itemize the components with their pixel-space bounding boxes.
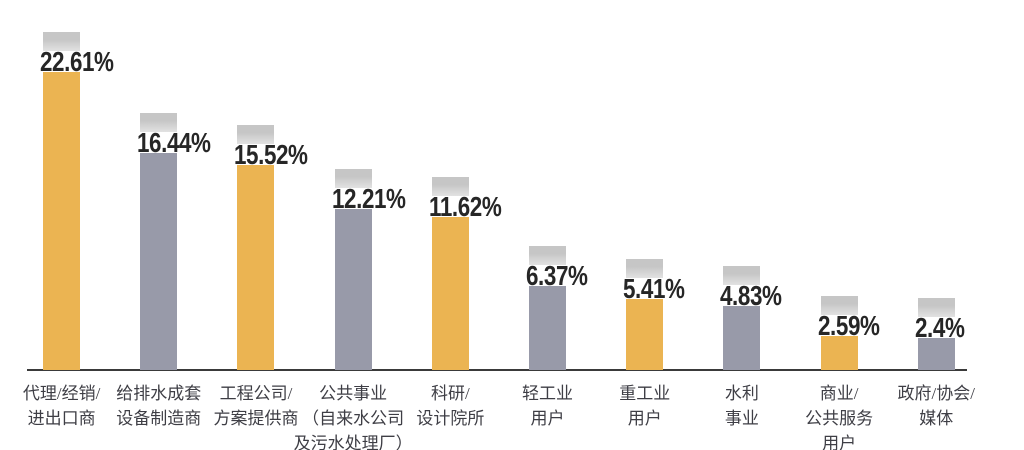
category-label-line: 用户 bbox=[530, 409, 565, 428]
bar-column: 5.41% bbox=[596, 0, 693, 370]
bar-value-label: 4.83% bbox=[720, 280, 782, 311]
bar-cap bbox=[820, 296, 858, 315]
category-label: 给排水成套设备制造商 bbox=[110, 381, 207, 450]
bar bbox=[237, 165, 275, 370]
bar-value-label: 6.37% bbox=[525, 260, 588, 291]
bar-cap bbox=[431, 177, 469, 196]
bar-column: 11.62% bbox=[402, 0, 502, 370]
category-label-line: 及污水处理厂） bbox=[293, 434, 413, 450]
bar-value-slot: 11.62% bbox=[402, 191, 502, 222]
bar-column: 4.83% bbox=[693, 0, 790, 370]
bar-value-slot: 5.41% bbox=[596, 273, 693, 304]
bar-column: 12.21% bbox=[305, 0, 406, 370]
category-label: 代理/经销/进出口商 bbox=[13, 381, 110, 450]
category-label-line: 用户 bbox=[822, 434, 857, 450]
bar-column: 15.52% bbox=[207, 0, 308, 370]
bar bbox=[626, 299, 664, 370]
bar-value-slot: 6.37% bbox=[499, 260, 596, 291]
bar-value-slot: 12.21% bbox=[305, 185, 406, 213]
category-label: 重工业 用户 bbox=[596, 381, 693, 450]
category-label-line: 公共服务 bbox=[805, 409, 874, 428]
bar-cap bbox=[237, 125, 275, 144]
x-axis-line bbox=[27, 369, 967, 371]
category-label-line: 媒体 bbox=[919, 409, 954, 428]
category-axis-labels: 代理/经销/进出口商 给排水成套 设备制造商 工程公司/方案提供商 公共事业 （自来水公司… bbox=[13, 381, 985, 450]
bar-value-slot: 2.4% bbox=[888, 312, 985, 343]
category-label: 工程公司/方案提供商 bbox=[207, 381, 304, 450]
category-label-line: 事业 bbox=[724, 409, 759, 428]
bar-value-slot: 4.83% bbox=[693, 280, 790, 311]
bar-value-slot: 16.44% bbox=[110, 129, 211, 157]
bar bbox=[917, 338, 955, 370]
category-label-line: 重工业 bbox=[619, 384, 671, 403]
category-label-line: 水利 bbox=[724, 384, 759, 403]
bar-cap bbox=[626, 259, 664, 278]
bar bbox=[334, 209, 372, 370]
bar-column: 22.61% bbox=[13, 0, 114, 370]
category-label: 政府/协会/媒体 bbox=[888, 381, 985, 450]
category-label-line: 政府/协会/ bbox=[897, 384, 975, 403]
bar-cap bbox=[43, 32, 81, 51]
bar bbox=[723, 306, 761, 370]
bar-cap bbox=[334, 169, 372, 188]
bar-cap bbox=[529, 246, 567, 265]
bar-chart: 22.61% 16.44% 15.52% 12.21% 11.62% 6.37% 5.41%… bbox=[13, 0, 985, 370]
bar-value-label: 11.62% bbox=[428, 191, 502, 222]
bar-value-slot: 15.52% bbox=[207, 141, 308, 169]
category-label-line: 设备制造商 bbox=[116, 409, 202, 428]
category-label-line: 商业/ bbox=[819, 384, 859, 403]
bar-value-label: 15.52% bbox=[234, 139, 308, 170]
category-label-line: 工程公司/ bbox=[219, 384, 293, 403]
bar-value-label: 2.59% bbox=[817, 310, 880, 341]
category-label: 轻工业 用户 bbox=[499, 381, 596, 450]
category-label: 科研/设计院所 bbox=[402, 381, 499, 450]
category-label: 水利 事业 bbox=[693, 381, 790, 450]
category-label-line: 科研/ bbox=[430, 384, 470, 403]
bar bbox=[529, 286, 567, 370]
bar-value-label: 12.21% bbox=[331, 183, 406, 214]
bar-column: 2.4% bbox=[888, 0, 985, 370]
bar-column: 6.37% bbox=[499, 0, 596, 370]
bar bbox=[820, 336, 858, 370]
bar bbox=[140, 153, 178, 370]
bar-value-label: 2.4% bbox=[914, 312, 965, 343]
bar-cap bbox=[917, 298, 955, 317]
category-label: 公共事业 （自来水公司 及污水处理厂） bbox=[294, 381, 413, 450]
bar-cap bbox=[723, 266, 761, 285]
category-label-line: 轻工业 bbox=[522, 384, 574, 403]
bar-value-label: 22.61% bbox=[40, 46, 114, 77]
bar-value-slot: 2.59% bbox=[791, 310, 888, 341]
bar-column: 16.44% bbox=[110, 0, 211, 370]
bar bbox=[431, 217, 469, 370]
category-label-line: 代理/经销/ bbox=[22, 384, 101, 403]
category-label: 商业/公共服务用户 bbox=[791, 381, 888, 450]
bar-value-label: 5.41% bbox=[623, 273, 685, 304]
category-label-line: 给排水成套 bbox=[116, 384, 202, 403]
category-label-line: 公共事业 bbox=[319, 384, 388, 403]
category-label-line: 用户 bbox=[627, 409, 662, 428]
bar bbox=[43, 72, 81, 370]
category-label-line: （自来水公司 bbox=[302, 409, 405, 428]
category-label-line: 方案提供商 bbox=[213, 409, 299, 428]
bar-column: 2.59% bbox=[791, 0, 888, 370]
bar-value-label: 16.44% bbox=[137, 127, 211, 158]
bar-value-slot: 22.61% bbox=[13, 48, 114, 76]
category-label-line: 设计院所 bbox=[416, 409, 485, 428]
bar-cap bbox=[140, 113, 178, 132]
category-label-line: 进出口商 bbox=[27, 409, 96, 428]
